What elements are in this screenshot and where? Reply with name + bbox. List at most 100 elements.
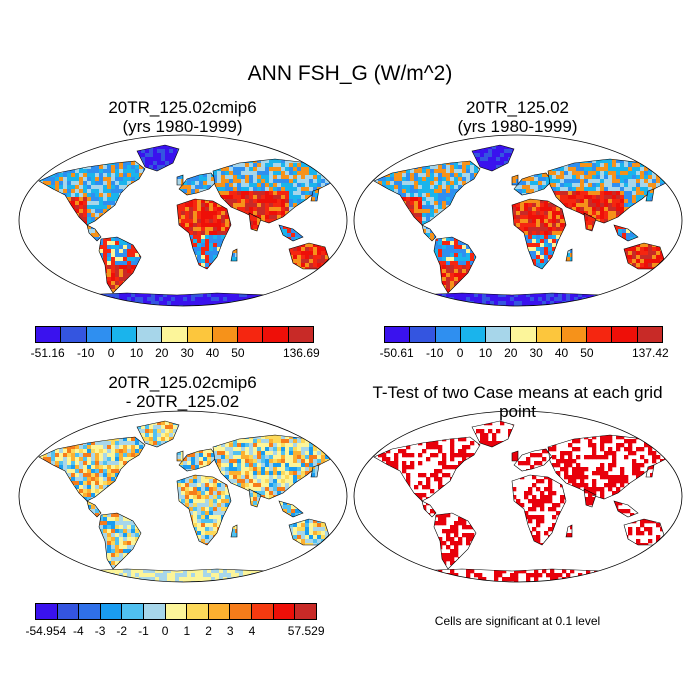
colorbar-tick-label: -50.61 bbox=[379, 346, 414, 360]
coastline-northAmerica bbox=[38, 436, 146, 502]
coastline-uk bbox=[511, 450, 519, 462]
colorbar-swatch bbox=[252, 604, 274, 619]
map-outline bbox=[18, 134, 348, 307]
map-ttest bbox=[353, 410, 683, 583]
colorbar-control bbox=[384, 326, 663, 343]
colorbar-swatch bbox=[288, 327, 313, 342]
land-madagascar bbox=[566, 525, 572, 537]
coastline-japan bbox=[645, 188, 655, 202]
land-uk bbox=[177, 451, 183, 461]
land-africa bbox=[512, 199, 566, 269]
coastline-india bbox=[248, 212, 262, 232]
coastline-northAmerica bbox=[38, 160, 146, 226]
colorbar-model bbox=[35, 326, 314, 343]
coastline-northAmerica bbox=[373, 436, 481, 502]
coastline-madagascar bbox=[565, 524, 573, 538]
land-madagascar bbox=[566, 249, 572, 261]
panel-title-ttest: T-Test of two Case means at each grid po… bbox=[372, 383, 663, 421]
colorbar-tick-label: -54.954 bbox=[25, 624, 67, 638]
colorbar-swatch bbox=[100, 604, 123, 619]
land-northAmerica bbox=[374, 437, 480, 501]
coastline-greenland bbox=[136, 144, 180, 172]
colorbar-tick-label: 30 bbox=[529, 346, 543, 360]
colorbar-tick-label: 20 bbox=[504, 346, 518, 360]
land-asia bbox=[548, 159, 670, 223]
coastline-centralAmerica bbox=[86, 500, 102, 518]
colorbar-tick-label: 4 bbox=[248, 624, 256, 638]
colorbar-tick-label: -51.16 bbox=[30, 346, 65, 360]
colorbar-swatch bbox=[187, 327, 213, 342]
colorbar-swatch bbox=[295, 604, 316, 619]
coastline-madagascar bbox=[230, 248, 238, 262]
land-uk bbox=[512, 175, 518, 185]
land-asia bbox=[213, 435, 335, 499]
colorbar-swatch bbox=[86, 327, 112, 342]
colorbar-swatch bbox=[238, 327, 264, 342]
colorbar-tick-label: -3 bbox=[94, 624, 106, 638]
colorbar-swatch bbox=[162, 327, 188, 342]
colorbar-swatch bbox=[111, 327, 138, 342]
colorbar-swatch bbox=[165, 604, 188, 619]
map-outline bbox=[353, 410, 683, 583]
colorbar-tick-label: -10 bbox=[77, 346, 95, 360]
colorbar-swatch bbox=[79, 604, 101, 619]
land-madagascar bbox=[231, 249, 237, 261]
land-africa bbox=[177, 475, 231, 545]
coastline-africa bbox=[176, 474, 232, 546]
colorbar-tick-label: 20 bbox=[155, 346, 169, 360]
land-africa bbox=[177, 199, 231, 269]
panel-title-diff: 20TR_125.02cmip6 - 20TR_125.02 bbox=[20, 373, 345, 411]
land-southAmerica bbox=[434, 513, 476, 569]
panel-title-control: 20TR_125.02 (yrs 1980-1999) bbox=[355, 98, 680, 136]
coastline-seAsia bbox=[278, 500, 304, 518]
land-asia bbox=[548, 435, 670, 499]
colorbar-tick-label: 10 bbox=[129, 346, 144, 360]
colorbar-swatch bbox=[536, 327, 562, 342]
colorbar-tick-label: 50 bbox=[580, 346, 594, 360]
coastline-asia bbox=[212, 434, 336, 500]
coastline-asia bbox=[547, 434, 671, 500]
panel-title-model-line2: (yrs 1980-1999) bbox=[122, 117, 243, 136]
colorbar-swatch bbox=[561, 327, 588, 342]
colorbar-tick-label: 3 bbox=[226, 624, 234, 638]
coastline-asia bbox=[547, 158, 671, 224]
colorbar-swatch bbox=[57, 604, 80, 619]
panel-title-control-line2: (yrs 1980-1999) bbox=[457, 117, 578, 136]
colorbar-swatch bbox=[61, 327, 87, 342]
coastline-northAmerica bbox=[373, 160, 481, 226]
coastline-nz bbox=[669, 268, 677, 280]
colorbar-tick-label: -2 bbox=[116, 624, 128, 638]
coastline-india bbox=[248, 488, 262, 508]
coastline-seAsia bbox=[613, 500, 639, 518]
colorbar-swatch bbox=[612, 327, 638, 342]
colorbar-tick-label: -1 bbox=[138, 624, 149, 638]
colorbar-swatch bbox=[486, 327, 512, 342]
coastline-india bbox=[583, 212, 597, 232]
map-diff bbox=[18, 410, 348, 583]
colorbar-swatch bbox=[122, 604, 145, 619]
land-uk bbox=[512, 451, 518, 461]
coastline-nz bbox=[334, 268, 342, 280]
colorbar-swatch bbox=[637, 327, 662, 342]
land-northAmerica bbox=[39, 437, 145, 501]
coastline-uk bbox=[176, 174, 184, 186]
panel-title-control-line1: 20TR_125.02 bbox=[465, 98, 570, 117]
colorbar-swatch bbox=[410, 327, 436, 342]
colorbar-swatch bbox=[273, 604, 296, 619]
land-centralAmerica bbox=[422, 501, 436, 517]
colorbar-swatch bbox=[587, 327, 613, 342]
coastline-nz bbox=[669, 544, 677, 556]
colorbar-tick-label: 1 bbox=[183, 624, 191, 638]
colorbar-swatch bbox=[385, 327, 411, 342]
coastline-greenland bbox=[471, 144, 515, 172]
colorbar-swatch bbox=[187, 604, 209, 619]
coastline-asia bbox=[212, 158, 336, 224]
land-northAmerica bbox=[374, 161, 480, 225]
colorbar-control-labels: -50.61 -10 0 10 20 30 40 50 137.42 bbox=[380, 346, 669, 362]
land-nz bbox=[335, 545, 341, 555]
coastline-uk bbox=[511, 174, 519, 186]
coastline-africa bbox=[511, 474, 567, 546]
coastline-centralAmerica bbox=[86, 224, 102, 242]
colorbar-tick-label: 0 bbox=[107, 346, 115, 360]
coastline-nz bbox=[334, 544, 342, 556]
